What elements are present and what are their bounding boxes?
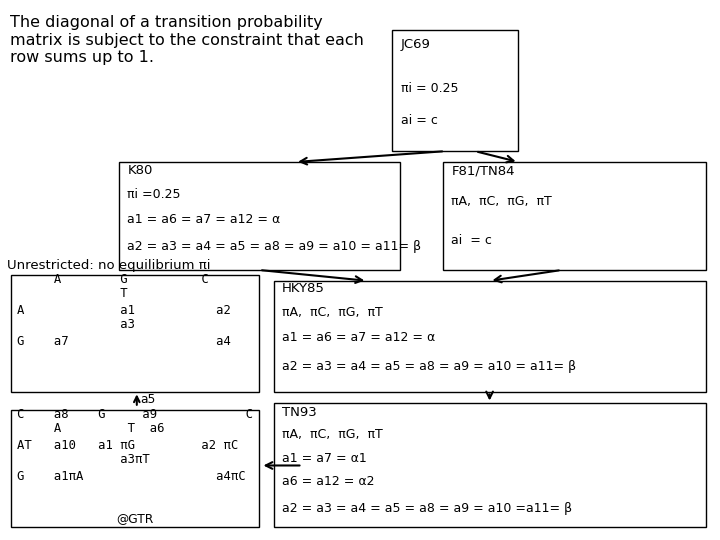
Text: a1 = a7 = α1: a1 = a7 = α1 [282,452,367,465]
Text: ai  = c: ai = c [451,234,492,247]
Text: a2 = a3 = a4 = a5 = a8 = a9 = a10 = a11= β: a2 = a3 = a4 = a5 = a8 = a9 = a10 = a11=… [127,240,422,253]
Text: G    a7                    a4: G a7 a4 [17,335,230,348]
Bar [274,281,706,392]
Text: T: T [17,287,127,300]
Text: F81/TN84: F81/TN84 [451,164,515,177]
Text: C    a8    G     a9            C: C a8 G a9 C [17,408,253,421]
Text: πi = 0.25: πi = 0.25 [401,82,459,94]
Text: The diagonal of a transition probability
matrix is subject to the constraint tha: The diagonal of a transition probability… [10,15,364,65]
Text: a1 = a6 = a7 = a12 = α: a1 = a6 = a7 = a12 = α [282,331,436,344]
Text: πi =0.25: πi =0.25 [127,188,181,201]
Bar [11,410,259,526]
Text: ai = c: ai = c [401,114,438,127]
Text: JC69: JC69 [401,38,431,51]
Text: @GTR: @GTR [117,512,154,525]
Bar [119,162,400,270]
Text: πA,  πC,  πG,  πT: πA, πC, πG, πT [451,195,552,208]
Text: AT   a10   a1 πG         a2 πC: AT a10 a1 πG a2 πC [17,439,238,452]
Text: a3πT: a3πT [17,453,149,466]
Bar [11,275,259,391]
Text: A        G          C: A G C [17,273,208,286]
Text: A             a1           a2: A a1 a2 [17,304,230,317]
Text: TN93: TN93 [282,406,317,419]
Text: HKY85: HKY85 [282,282,325,295]
Text: a1 = a6 = a7 = a12 = α: a1 = a6 = a7 = a12 = α [127,213,281,226]
Text: a5: a5 [140,393,156,406]
Text: K80: K80 [127,164,153,177]
Text: A         T  a6: A T a6 [17,422,164,435]
Text: a3: a3 [17,318,135,331]
Text: πA,  πC,  πG,  πT: πA, πC, πG, πT [282,428,383,441]
Bar [392,30,518,151]
Bar [443,162,706,270]
Bar [274,403,706,526]
Text: a2 = a3 = a4 = a5 = a8 = a9 = a10 =a11= β: a2 = a3 = a4 = a5 = a8 = a9 = a10 =a11= … [282,502,572,515]
Text: G    a1πA                  a4πC: G a1πA a4πC [17,470,246,483]
Text: πA,  πC,  πG,  πT: πA, πC, πG, πT [282,306,383,319]
Text: a2 = a3 = a4 = a5 = a8 = a9 = a10 = a11= β: a2 = a3 = a4 = a5 = a8 = a9 = a10 = a11=… [282,360,577,373]
Text: Unrestricted: no equilibrium πi: Unrestricted: no equilibrium πi [7,259,211,272]
Text: a6 = a12 = α2: a6 = a12 = α2 [282,475,374,488]
